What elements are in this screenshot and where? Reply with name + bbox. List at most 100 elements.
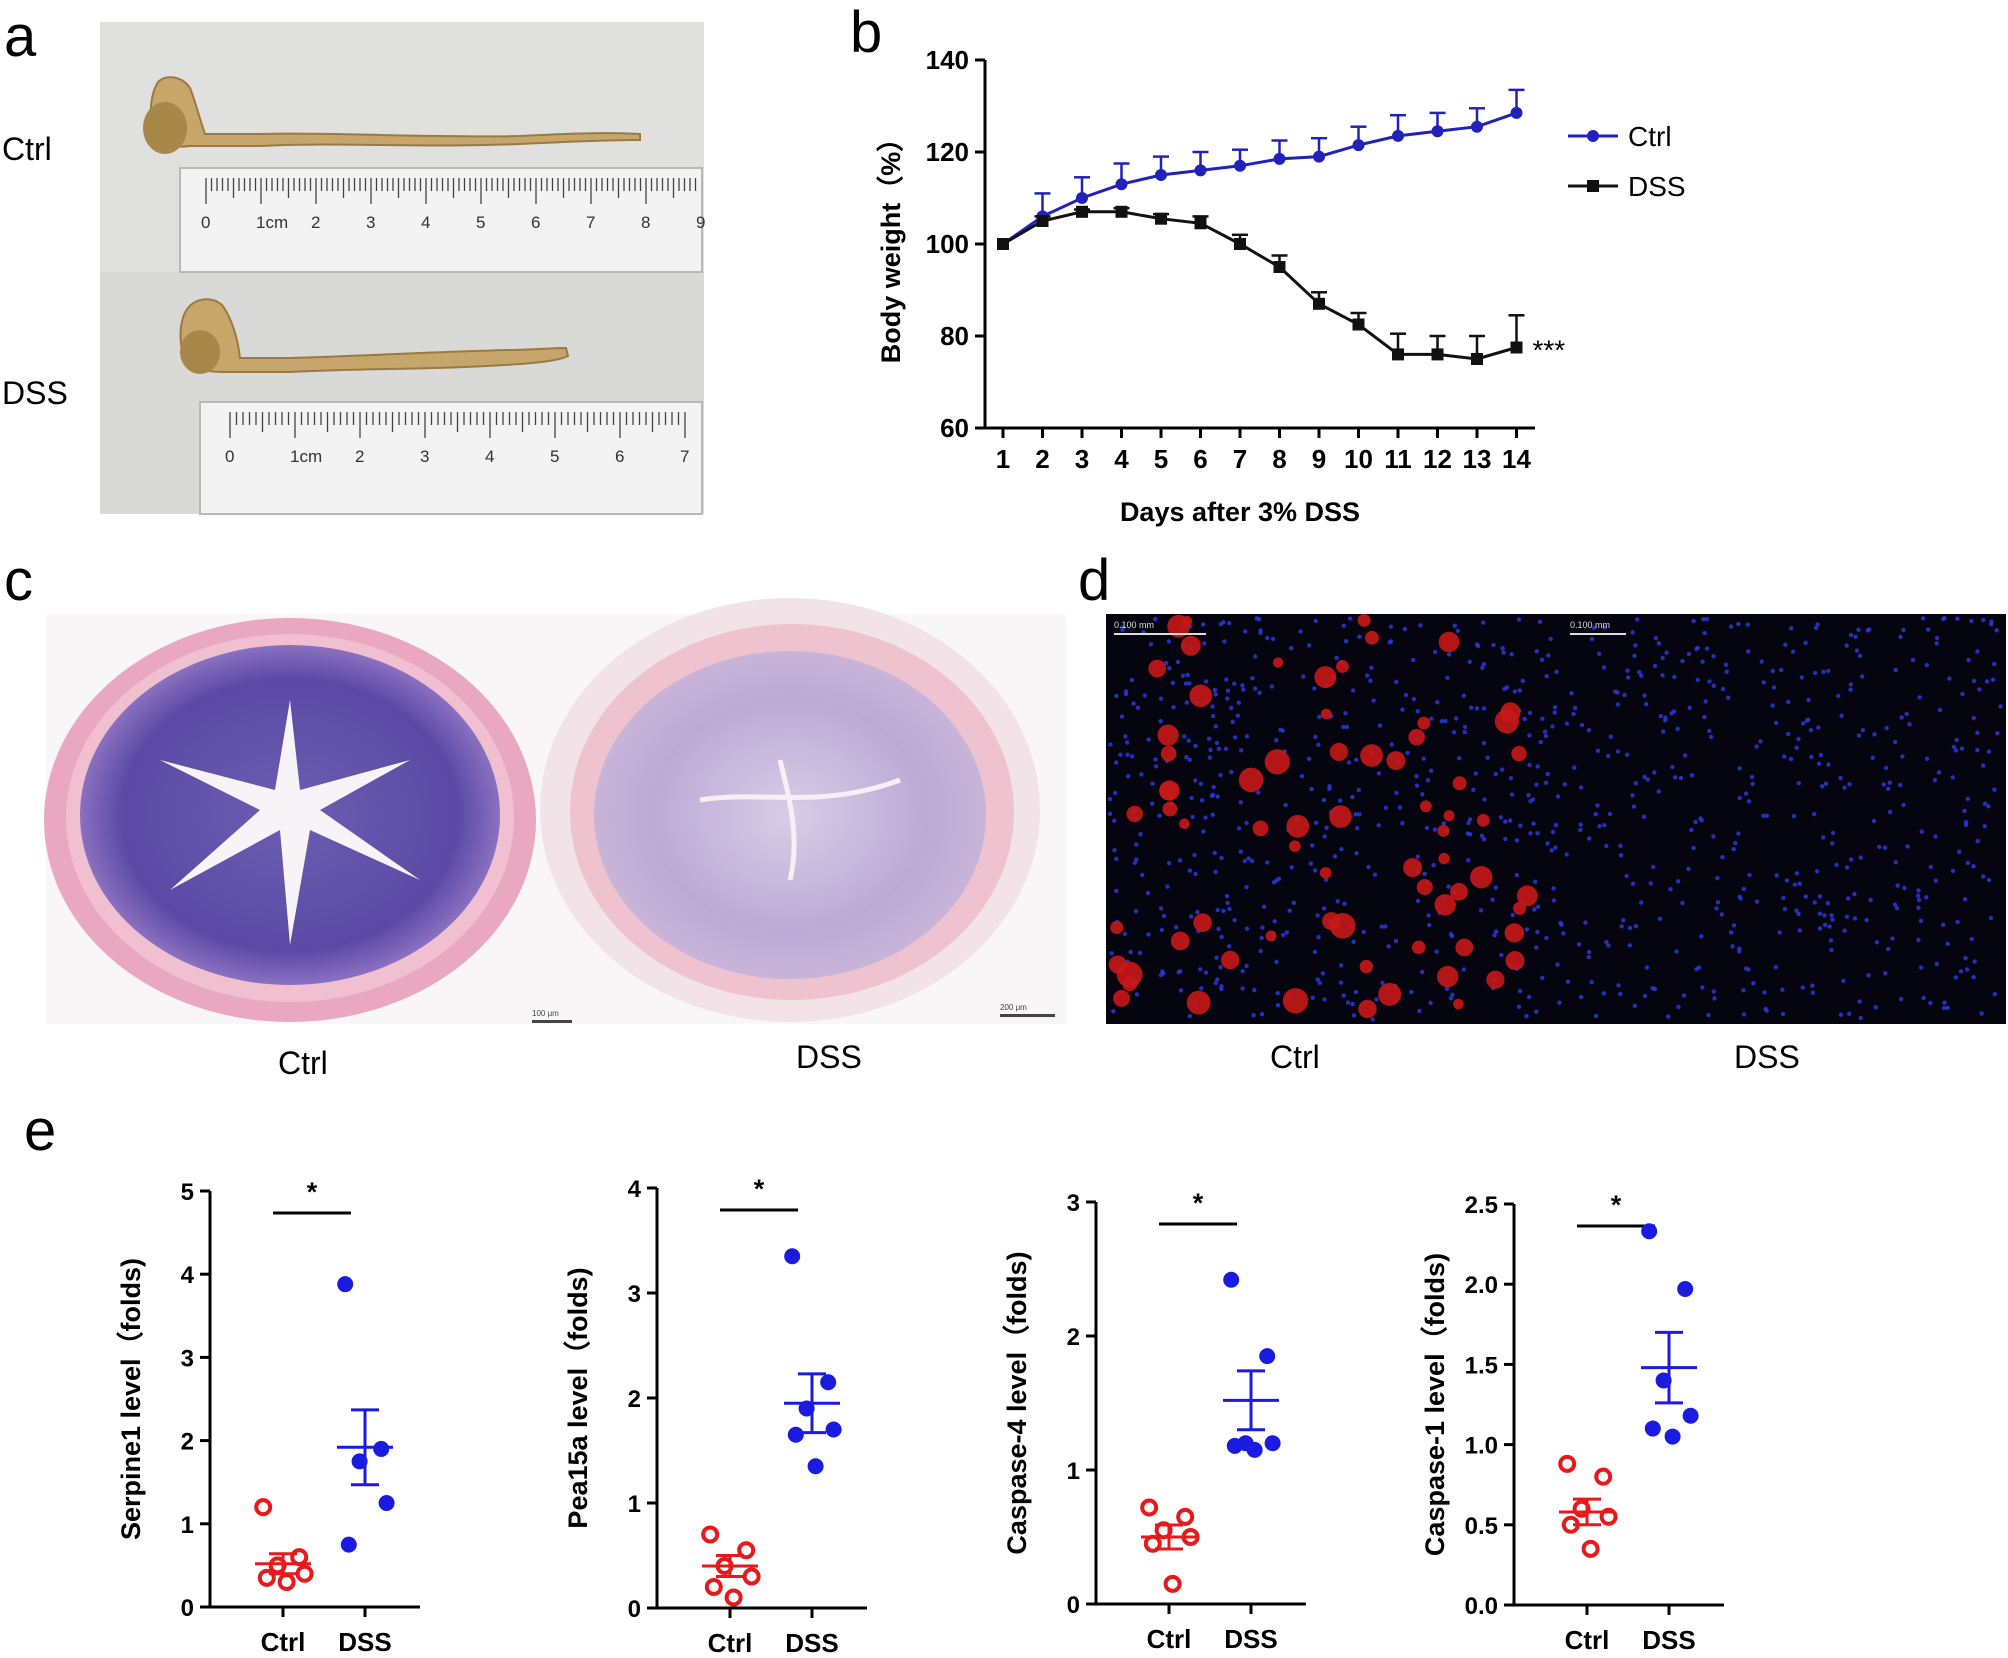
nucleus-dot — [1678, 775, 1684, 781]
nucleus-dot — [1509, 652, 1514, 657]
red-signal-dot — [1358, 999, 1377, 1019]
nucleus-dot — [1244, 884, 1249, 890]
data-point-ctrl — [704, 1578, 723, 1596]
nucleus-dot — [1773, 720, 1779, 726]
nucleus-dot — [1281, 932, 1286, 938]
nucleus-dot — [1114, 888, 1119, 894]
red-signal-dot — [1272, 657, 1284, 668]
nucleus-dot — [1216, 746, 1222, 752]
nucleus-dot — [1227, 944, 1232, 949]
nucleus-dot — [1656, 641, 1662, 646]
x-tick-label: 1 — [996, 444, 1010, 474]
nucleus-dot — [1480, 665, 1485, 670]
nucleus-dot — [1123, 691, 1129, 697]
nucleus-dot — [1848, 857, 1854, 862]
nucleus-dot — [1321, 906, 1327, 911]
nucleus-dot — [1657, 916, 1663, 921]
data-point-dss — [1076, 205, 1088, 218]
nucleus-dot — [1153, 757, 1158, 762]
nucleus-dot — [1366, 864, 1371, 870]
nucleus-dot — [1945, 1005, 1950, 1011]
nucleus-dot — [1451, 730, 1457, 735]
nucleus-dot — [1651, 864, 1656, 870]
nucleus-dot — [1321, 797, 1327, 803]
nucleus-dot — [1125, 752, 1130, 757]
nucleus-dot — [1134, 857, 1139, 862]
data-point-dss — [1352, 318, 1365, 331]
nucleus-dot — [1185, 672, 1190, 678]
nucleus-dot — [1545, 841, 1550, 846]
nucleus-dot — [1445, 675, 1450, 680]
nucleus-dot — [1229, 705, 1234, 711]
nucleus-dot — [1284, 930, 1290, 935]
nucleus-dot — [1315, 977, 1320, 982]
nucleus-dot — [1119, 714, 1125, 719]
y-axis-label: Body weight（%） — [876, 125, 906, 364]
nucleus-dot — [1555, 962, 1560, 967]
nucleus-dot — [1682, 753, 1688, 758]
nucleus-dot — [1794, 908, 1799, 913]
nucleus-dot — [1809, 754, 1814, 760]
significance-annotation: *** — [1533, 335, 1566, 366]
nucleus-dot — [1751, 981, 1756, 986]
nucleus-dot — [1814, 869, 1820, 874]
nucleus-dot — [1969, 618, 1974, 624]
nucleus-dot — [1312, 868, 1318, 873]
nucleus-dot — [1723, 662, 1729, 667]
nucleus-dot — [1551, 898, 1557, 903]
red-signal-dot — [1411, 940, 1426, 955]
nucleus-dot — [1714, 906, 1719, 911]
data-point-ctrl — [1076, 192, 1088, 204]
nucleus-dot — [1301, 674, 1306, 679]
y-tick-label: 1.0 — [1465, 1433, 1498, 1460]
x-tick-label: DSS — [338, 1627, 391, 1657]
nucleus-dot — [1526, 994, 1532, 1000]
nucleus-dot — [1565, 979, 1571, 984]
nucleus-dot — [1864, 917, 1869, 923]
nucleus-dot — [1841, 978, 1846, 984]
nucleus-dot — [1240, 969, 1245, 974]
nucleus-dot — [1545, 771, 1551, 777]
nucleus-dot — [1203, 679, 1209, 684]
nucleus-dot — [1652, 770, 1657, 775]
nucleus-dot — [1207, 755, 1213, 760]
nucleus-dot — [1347, 616, 1353, 621]
y-tick-label: 3 — [1067, 1190, 1080, 1217]
panel-a-label: a — [4, 4, 37, 69]
significance-star: * — [754, 1174, 765, 1204]
nucleus-dot — [1256, 617, 1262, 622]
nucleus-dot — [1354, 851, 1359, 856]
nucleus-dot — [1139, 772, 1144, 777]
nucleus-dot — [1774, 873, 1779, 878]
nucleus-dot — [1344, 724, 1350, 730]
nucleus-dot — [1186, 738, 1191, 743]
nucleus-dot — [1663, 718, 1668, 723]
nucleus-dot — [1400, 707, 1405, 712]
nucleus-dot — [1291, 900, 1297, 905]
nucleus-dot — [1471, 787, 1476, 793]
red-signal-dot — [1113, 990, 1130, 1007]
nucleus-dot — [1783, 642, 1788, 647]
red-signal-dot — [1470, 866, 1493, 889]
panel-e-label: e — [24, 1098, 56, 1163]
nucleus-dot — [1508, 776, 1514, 781]
nucleus-dot — [1272, 919, 1277, 924]
nucleus-dot — [1871, 818, 1877, 824]
nucleus-dot — [1503, 836, 1508, 842]
nucleus-dot — [1400, 821, 1405, 826]
nucleus-dot — [1989, 619, 1994, 624]
nucleus-dot — [1854, 648, 1860, 653]
nucleus-dot — [1965, 796, 1971, 801]
data-point-ctrl — [1431, 125, 1444, 138]
nucleus-dot — [1537, 619, 1543, 624]
nucleus-dot — [1180, 673, 1186, 678]
nucleus-dot — [1214, 740, 1220, 746]
nucleus-dot — [1737, 795, 1743, 801]
nucleus-dot — [1380, 980, 1385, 986]
data-point-dss — [337, 1276, 354, 1293]
nucleus-dot — [1591, 625, 1597, 631]
red-signal-dot — [1434, 894, 1456, 916]
nucleus-dot — [1244, 963, 1249, 969]
nucleus-dot — [1388, 639, 1394, 644]
